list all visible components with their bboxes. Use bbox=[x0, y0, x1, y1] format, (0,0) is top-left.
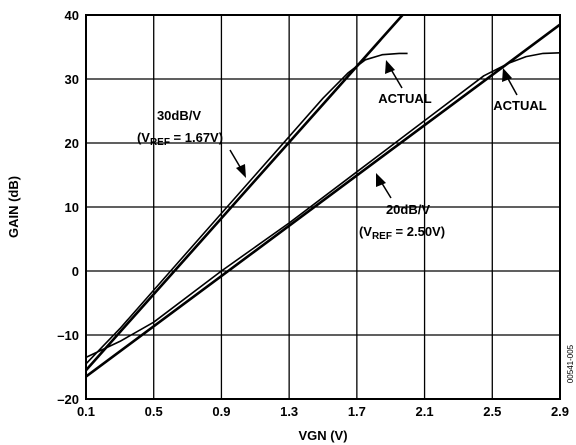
annotation-20dbv-line2: (VREF = 2.50V) bbox=[359, 224, 445, 242]
annotation-30dbv-line1: 30dB/V bbox=[157, 108, 201, 123]
plot-frame bbox=[85, 14, 561, 400]
y-tick-label: 20 bbox=[65, 136, 79, 151]
x-tick-label: 1.3 bbox=[280, 404, 298, 419]
x-tick-label: 0.1 bbox=[77, 404, 95, 419]
annotation-actual-left-arrowhead bbox=[385, 60, 395, 74]
annotation-20dbv: 20dB/V (VREF = 2.50V) bbox=[359, 173, 445, 242]
grid-lines bbox=[86, 15, 560, 399]
x-tick-label: 2.9 bbox=[551, 404, 569, 419]
x-axis-title: VGN (V) bbox=[298, 428, 347, 443]
x-tick-label: 2.5 bbox=[483, 404, 501, 419]
series-actual-30dbv bbox=[85, 52, 408, 365]
annotation-actual-right-arrowhead bbox=[502, 68, 512, 82]
annotation-actual-left: ACTUAL bbox=[378, 60, 432, 106]
annotation-30dbv-line2: (VREF = 1.67V) bbox=[137, 130, 223, 148]
x-tick-label: 0.9 bbox=[212, 404, 230, 419]
series-actual-20dbv bbox=[85, 52, 561, 359]
figure-id: 00541-005 bbox=[566, 344, 575, 383]
annotation-actual-right: ACTUAL bbox=[493, 68, 547, 113]
y-tick-label: 10 bbox=[65, 200, 79, 215]
series-lines bbox=[85, 14, 561, 378]
annotation-30dbv-arrowhead bbox=[236, 164, 246, 178]
annotation-20dbv-arrowhead bbox=[376, 173, 386, 187]
y-tick-label: 40 bbox=[65, 8, 79, 23]
annotation-actual-left-label: ACTUAL bbox=[378, 91, 431, 106]
x-tick-label: 1.7 bbox=[348, 404, 366, 419]
x-tick-label: 2.1 bbox=[416, 404, 434, 419]
y-tick-label: –20 bbox=[57, 392, 79, 407]
y-tick-label: 0 bbox=[72, 264, 79, 279]
y-axis-title: GAIN (dB) bbox=[6, 176, 21, 238]
annotation-actual-right-label: ACTUAL bbox=[493, 98, 546, 113]
annotation-20dbv-line1: 20dB/V bbox=[386, 202, 430, 217]
series-ideal-20dbv bbox=[85, 23, 561, 378]
x-tick-labels: 0.1 0.5 0.9 1.3 1.7 2.1 2.5 2.9 bbox=[77, 404, 569, 419]
series-ideal-30dbv bbox=[85, 14, 404, 372]
annotation-30dbv: 30dB/V (VREF = 1.67V) bbox=[137, 108, 246, 178]
y-tick-label: 30 bbox=[65, 72, 79, 87]
y-tick-label: –10 bbox=[57, 328, 79, 343]
y-tick-labels: –20 –10 0 10 20 30 40 bbox=[57, 8, 79, 407]
x-tick-label: 0.5 bbox=[145, 404, 163, 419]
